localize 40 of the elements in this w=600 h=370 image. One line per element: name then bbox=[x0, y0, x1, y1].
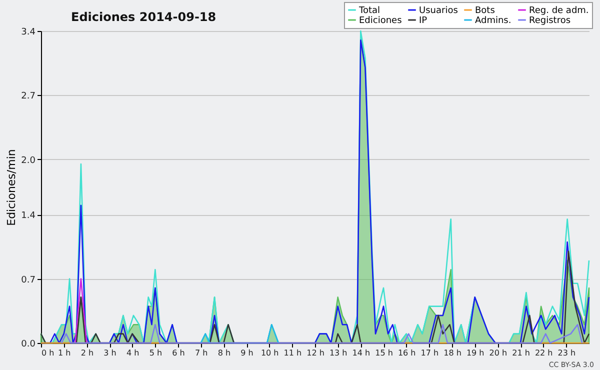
x-tick-label: 12 h bbox=[306, 348, 324, 358]
x-tick-label: 14 h bbox=[352, 348, 370, 358]
legend-label: Total bbox=[358, 6, 380, 16]
x-tick-label: 7 h bbox=[194, 348, 208, 358]
legend-label: IP bbox=[419, 16, 428, 26]
legend-label: Admins. bbox=[475, 16, 512, 26]
legend-label: Bots bbox=[475, 6, 496, 16]
legend-label: Registros bbox=[529, 16, 571, 26]
y-tick-label: 3.4 bbox=[21, 28, 36, 38]
x-tick-label: 20 h bbox=[489, 348, 508, 358]
x-tick-label: 17 h bbox=[420, 348, 439, 358]
x-tick-label: 19 h bbox=[466, 348, 484, 358]
x-tick-label: 18 h bbox=[444, 348, 462, 358]
x-tick-label: 9 h bbox=[240, 348, 254, 358]
x-tick-label: 11 h bbox=[284, 348, 302, 358]
x-tick-label: 23 h bbox=[558, 348, 576, 358]
x-tick-label: 6 h bbox=[172, 348, 185, 358]
x-tick-label: 3 h bbox=[104, 348, 116, 358]
legend-label: Usuarios bbox=[419, 6, 458, 16]
chart-title: Ediciones 2014-09-18 bbox=[71, 10, 216, 24]
y-tick-label: 0.7 bbox=[21, 275, 36, 286]
x-tick-label: 15 h bbox=[375, 348, 393, 358]
y-axis-title: Ediciones/min bbox=[5, 149, 18, 226]
y-tick-label: 1.4 bbox=[21, 211, 36, 222]
legend-label: Ediciones bbox=[359, 16, 402, 26]
x-tick-label: 10 h bbox=[260, 348, 279, 358]
legend-label: Reg. de adm. bbox=[529, 6, 589, 16]
x-tick-label: 8 h bbox=[218, 348, 231, 358]
x-tick-label: 5 h bbox=[149, 348, 162, 358]
x-tick-label: 16 h bbox=[398, 348, 416, 358]
x-tick-label: 22 h bbox=[534, 348, 553, 358]
x-tick-label: 4 h bbox=[126, 348, 140, 358]
x-tick-label: 2 h bbox=[80, 348, 94, 358]
y-tick-label: 0.0 bbox=[21, 340, 36, 350]
x-tick-label: 0 h bbox=[42, 348, 54, 358]
x-tick-label: 13 h bbox=[329, 348, 348, 358]
y-tick-label: 2.7 bbox=[21, 92, 36, 102]
x-tick-label: 1 h bbox=[58, 348, 71, 358]
x-tick-label: 21 h bbox=[512, 348, 530, 358]
y-tick-label: 2.0 bbox=[21, 156, 36, 166]
